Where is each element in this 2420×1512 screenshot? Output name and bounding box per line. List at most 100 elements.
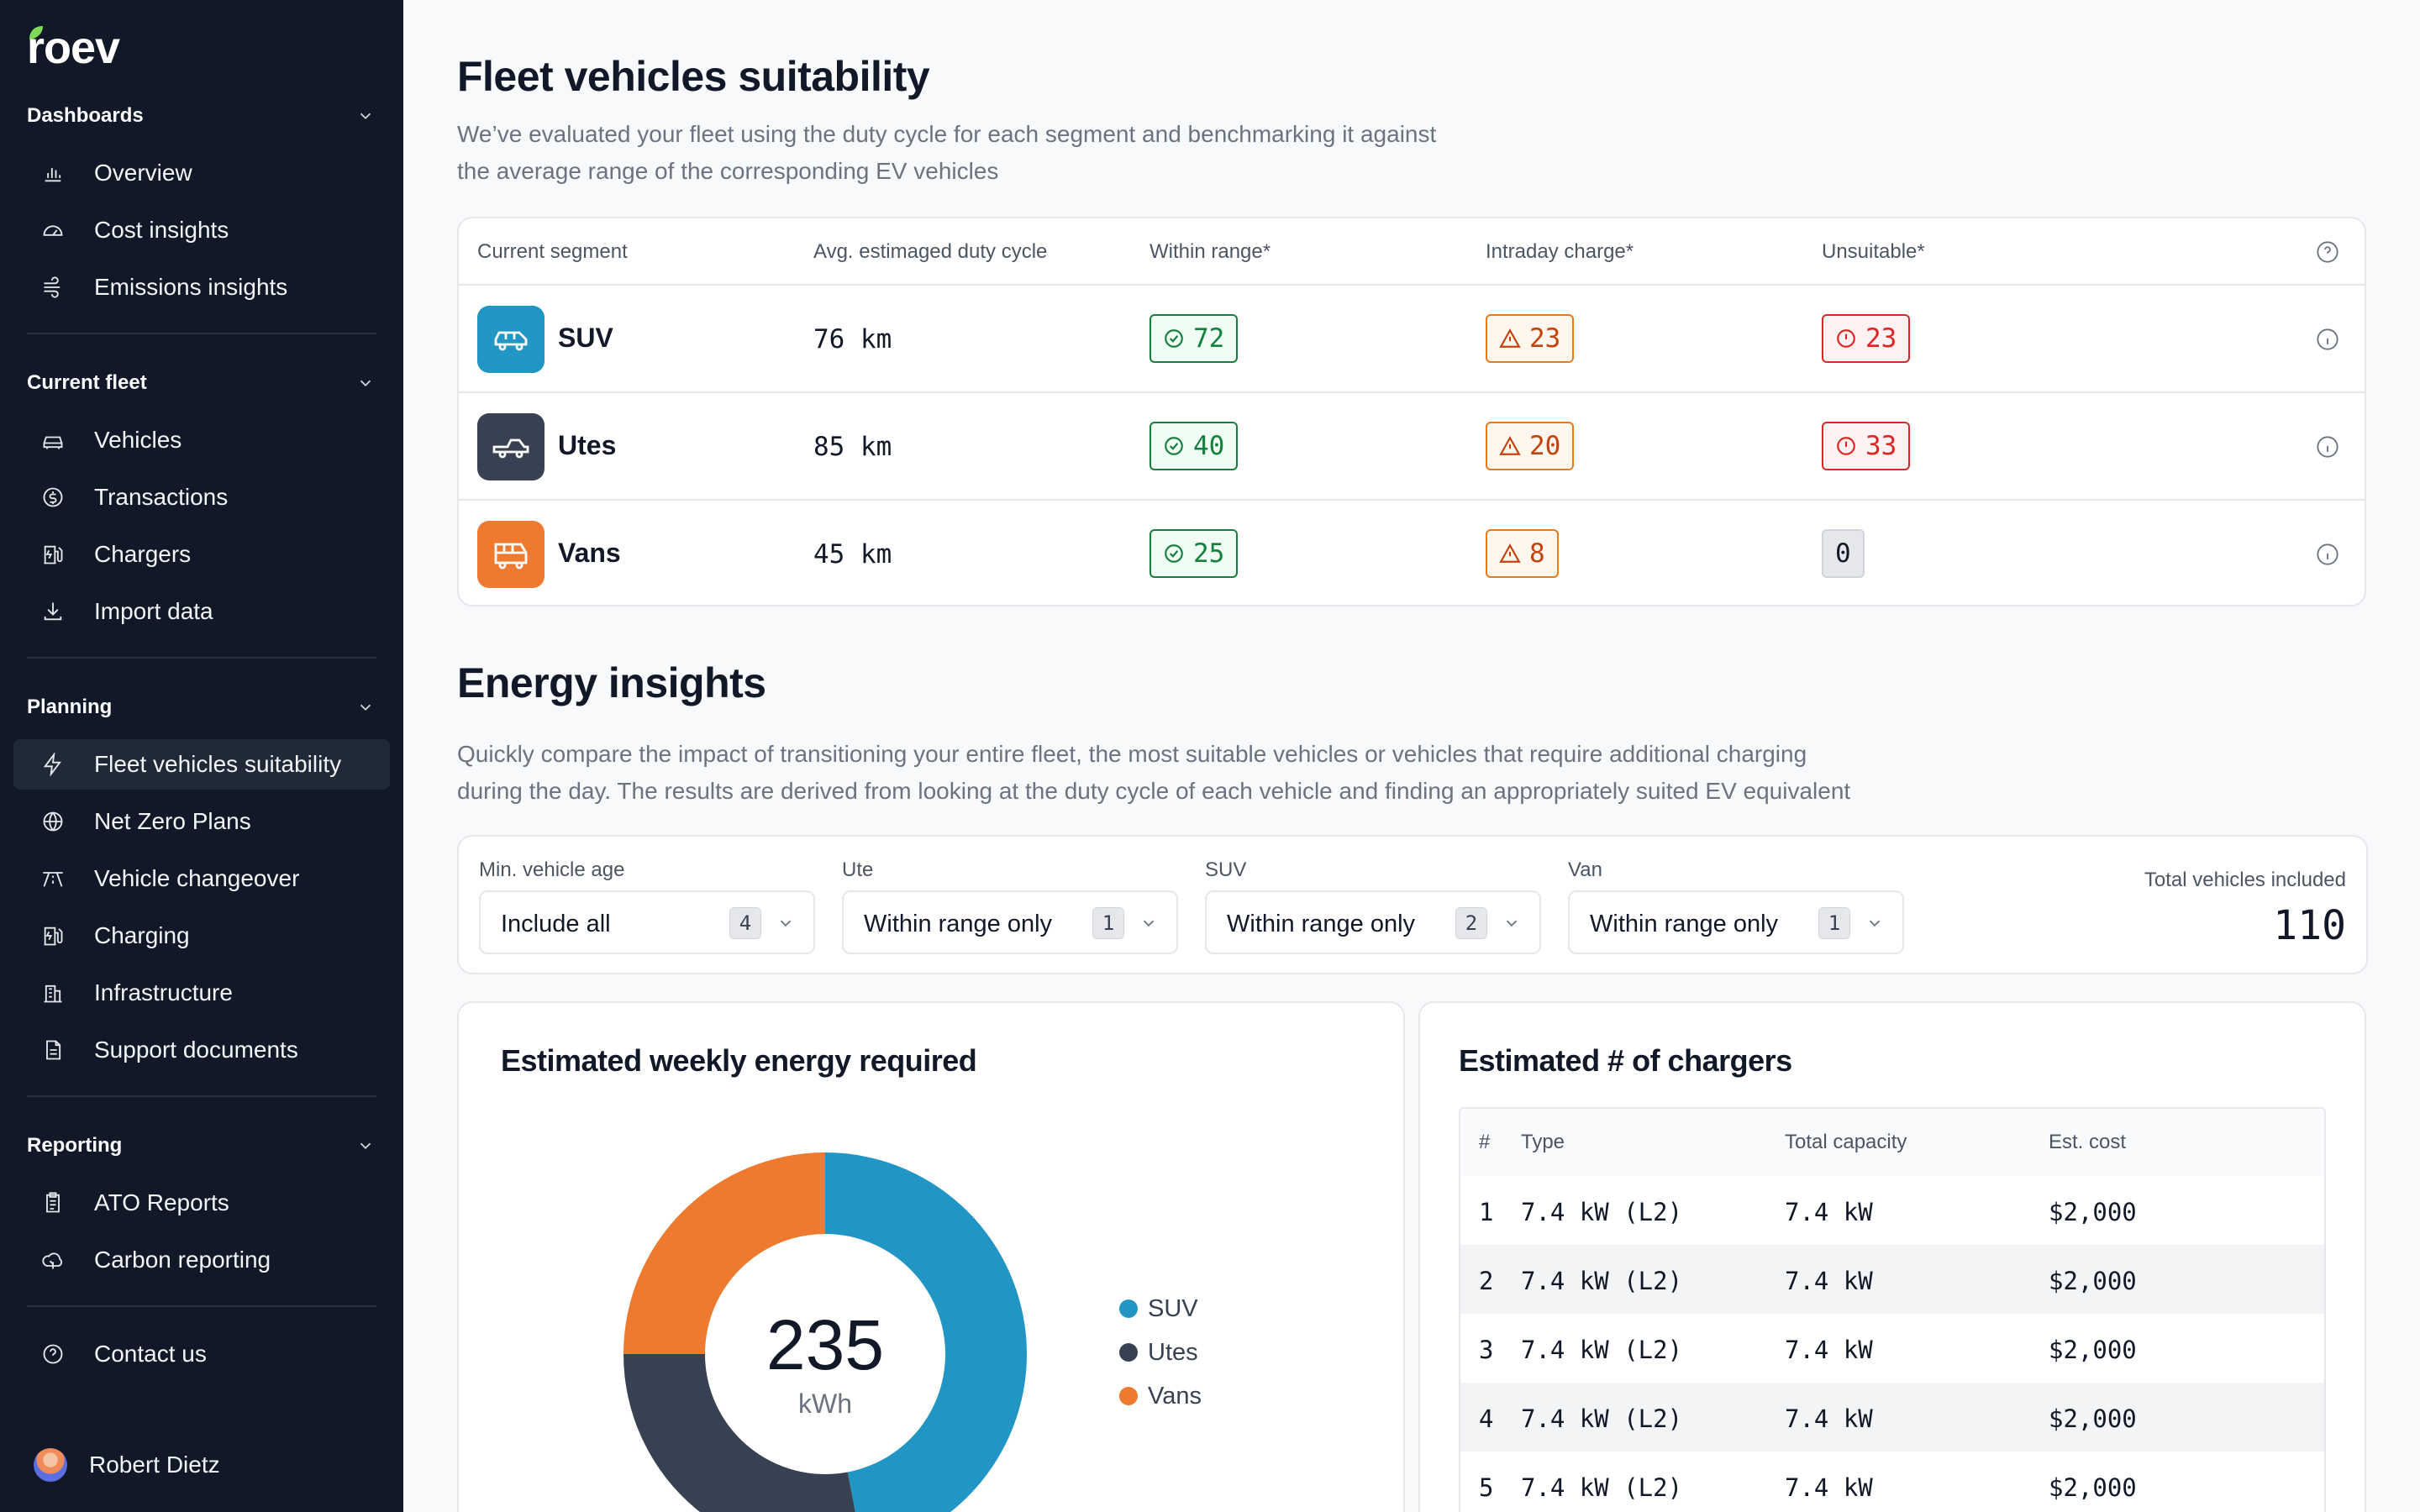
filter-label: Van xyxy=(1568,858,1602,881)
contact-us-label: Contact us xyxy=(94,1341,207,1367)
sidebar-divider xyxy=(27,333,376,334)
unsuitable-badge[interactable]: 23 xyxy=(1822,314,1911,363)
section-toggle-current-fleet[interactable]: Current fleet xyxy=(0,366,403,400)
roev-logo[interactable]: roev xyxy=(27,23,120,73)
legend-dot xyxy=(1119,1387,1138,1405)
donut-slice-suv[interactable] xyxy=(825,1152,1027,1512)
sidebar-item-vehicle-changeover[interactable]: Vehicle changeover xyxy=(13,853,390,904)
section-toggle-planning[interactable]: Planning xyxy=(0,690,403,724)
chevron-down-icon xyxy=(360,113,371,120)
sidebar-item-support-documents[interactable]: Support documents xyxy=(13,1025,390,1075)
sidebar-item-fleet-vehicles-suitability[interactable]: Fleet vehicles suitability xyxy=(13,739,390,790)
donut-slice-vans[interactable] xyxy=(623,1152,825,1354)
intraday-charge-badge[interactable]: 23 xyxy=(1486,314,1575,363)
sidebar-item-overview[interactable]: Overview xyxy=(13,148,390,198)
donut-center-unit: kWh xyxy=(798,1389,852,1419)
table-row[interactable]: 3 7.4 kW (L2) 7.4 kW $2,000 xyxy=(1460,1314,2324,1383)
table-row[interactable]: Utes 85 km 40 20 33 xyxy=(459,393,2365,501)
cell-capacity: 7.4 kW xyxy=(1785,1336,1873,1364)
sidebar-item-transactions[interactable]: Transactions xyxy=(13,472,390,522)
section-toggle-dashboards[interactable]: Dashboards xyxy=(0,99,403,133)
help-circle-icon[interactable] xyxy=(2316,240,2339,264)
description-line: Quickly compare the impact of transition… xyxy=(457,741,1807,767)
warning-icon xyxy=(1499,436,1521,455)
sidebar-item-vehicles[interactable]: Vehicles xyxy=(13,415,390,465)
sidebar-item-carbon-reporting[interactable]: Carbon reporting xyxy=(13,1235,390,1285)
column-header: Intraday charge* xyxy=(1486,240,1634,263)
info-icon[interactable] xyxy=(2316,328,2339,351)
energy-filters: Min. vehicle age Include all 4 Ute Withi… xyxy=(457,835,2368,974)
table-row[interactable]: SUV 76 km 72 23 23 xyxy=(459,286,2365,393)
legend-item-utes[interactable]: Utes xyxy=(1119,1331,1202,1374)
road-icon xyxy=(40,866,66,891)
table-row[interactable]: 5 7.4 kW (L2) 7.4 kW $2,000 xyxy=(1460,1452,2324,1512)
energy-insights-title: Energy insights xyxy=(457,659,766,706)
info-icon[interactable] xyxy=(2316,435,2339,459)
sidebar-item-import-data[interactable]: Import data xyxy=(13,586,390,637)
cell-capacity: 7.4 kW xyxy=(1785,1473,1873,1502)
legend-item-suv[interactable]: SUV xyxy=(1119,1287,1202,1331)
sidebar-item-label: Net Zero Plans xyxy=(94,808,251,834)
table-row[interactable]: 1 7.4 kW (L2) 7.4 kW $2,000 xyxy=(1460,1176,2324,1245)
sidebar-item-charging[interactable]: Charging xyxy=(13,911,390,961)
badge-value: 23 xyxy=(1529,323,1561,354)
cell-type: 7.4 kW (L2) xyxy=(1521,1473,1683,1502)
van-filter-select[interactable]: Within range only 1 xyxy=(1568,890,1904,954)
sidebar-item-label: Infrastructure xyxy=(94,979,233,1005)
cell-cost: $2,000 xyxy=(2049,1198,2137,1226)
unsuitable-badge[interactable]: 33 xyxy=(1822,422,1911,470)
sidebar: roev Dashboards Overview Cost insights E… xyxy=(0,0,403,1512)
document-icon xyxy=(40,1037,66,1063)
sidebar-item-chargers[interactable]: Chargers xyxy=(13,529,390,580)
within-range-badge[interactable]: 40 xyxy=(1150,422,1239,470)
table-row[interactable]: 4 7.4 kW (L2) 7.4 kW $2,000 xyxy=(1460,1383,2324,1452)
segment-name: SUV xyxy=(558,323,613,353)
chevron-down-icon xyxy=(1143,920,1155,927)
donut-slice-utes[interactable] xyxy=(623,1354,863,1512)
min-vehicle-age-select[interactable]: Include all 4 xyxy=(479,890,815,954)
badge-value: 40 xyxy=(1193,431,1225,461)
globe-icon xyxy=(40,809,66,834)
within-range-badge[interactable]: 72 xyxy=(1150,314,1239,363)
table-row[interactable]: Vans 45 km 25 8 0 xyxy=(459,501,2365,608)
cell-type: 7.4 kW (L2) xyxy=(1521,1404,1683,1433)
sidebar-item-infrastructure[interactable]: Infrastructure xyxy=(13,968,390,1018)
bar-chart-icon xyxy=(40,160,66,186)
cell-cost: $2,000 xyxy=(2049,1336,2137,1364)
legend-item-vans[interactable]: Vans xyxy=(1119,1374,1202,1418)
contact-us-link[interactable]: Contact us xyxy=(13,1329,390,1379)
download-icon xyxy=(40,599,66,624)
card-title: Estimated # of chargers xyxy=(1459,1043,1792,1078)
sidebar-item-ato-reports[interactable]: ATO Reports xyxy=(13,1178,390,1228)
cell-type: 7.4 kW (L2) xyxy=(1521,1336,1683,1364)
table-header: Current segment Avg. estimaged duty cycl… xyxy=(459,218,2365,286)
chevron-down-icon xyxy=(360,704,371,711)
table-row[interactable]: 2 7.4 kW (L2) 7.4 kW $2,000 xyxy=(1460,1245,2324,1314)
unsuitable-badge[interactable]: 0 xyxy=(1822,529,1865,578)
sidebar-item-cost-insights[interactable]: Cost insights xyxy=(13,205,390,255)
nav-section-dashboards: Dashboards xyxy=(0,99,403,133)
badge-value: 23 xyxy=(1865,323,1897,354)
filter-label: Ute xyxy=(842,858,874,881)
dollar-circle-icon xyxy=(40,485,66,510)
sidebar-item-net-zero-plans[interactable]: Net Zero Plans xyxy=(13,796,390,847)
cell-capacity: 7.4 kW xyxy=(1785,1404,1873,1433)
section-toggle-reporting[interactable]: Reporting xyxy=(0,1129,403,1163)
sidebar-item-emissions-insights[interactable]: Emissions insights xyxy=(13,262,390,312)
column-header: Est. cost xyxy=(2049,1131,2127,1153)
description-line: We’ve evaluated your fleet using the dut… xyxy=(457,121,1437,147)
user-profile[interactable]: Robert Dietz xyxy=(34,1448,220,1482)
within-range-badge[interactable]: 25 xyxy=(1150,529,1239,578)
suv-filter-select[interactable]: Within range only 2 xyxy=(1205,890,1541,954)
cell-cost: $2,000 xyxy=(2049,1473,2137,1502)
intraday-charge-badge[interactable]: 8 xyxy=(1486,529,1559,578)
brand-name: roev xyxy=(27,23,120,73)
alert-circle-icon xyxy=(1837,329,1855,348)
info-icon[interactable] xyxy=(2316,543,2339,566)
main-content: Fleet vehicles suitability We’ve evaluat… xyxy=(403,0,2420,1512)
intraday-charge-badge[interactable]: 20 xyxy=(1486,422,1575,470)
section-title: Current fleet xyxy=(27,371,147,394)
cell-cost: $2,000 xyxy=(2049,1404,2137,1433)
ute-filter-select[interactable]: Within range only 1 xyxy=(842,890,1178,954)
nav-section-reporting: Reporting xyxy=(0,1129,403,1163)
